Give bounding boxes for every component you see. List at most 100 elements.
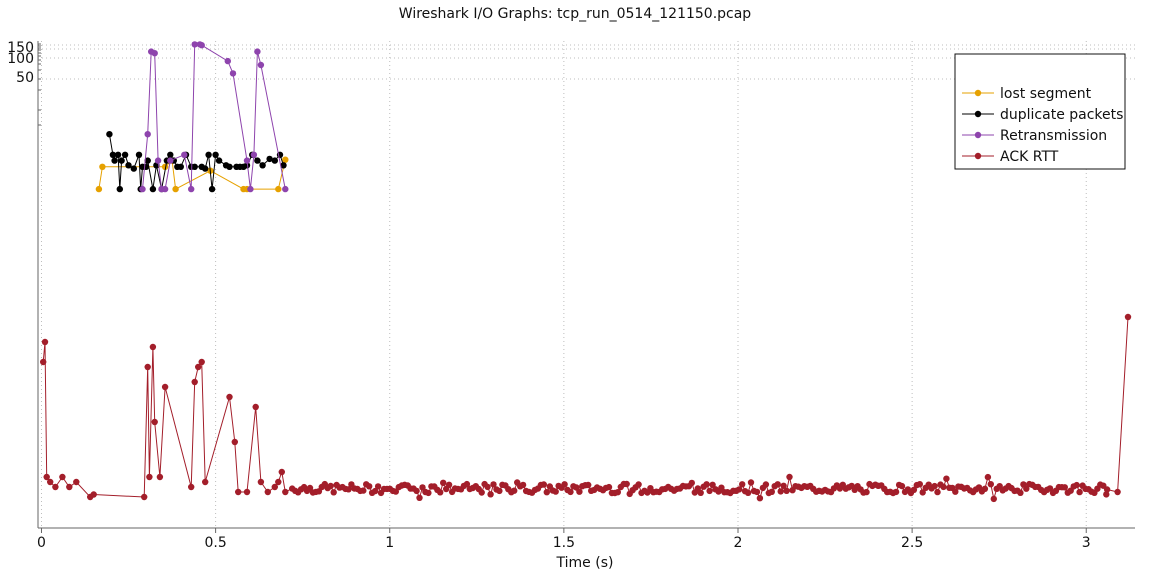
data-point	[1124, 313, 1132, 321]
data-point	[198, 358, 205, 366]
data-point	[280, 162, 287, 169]
data-point	[718, 484, 725, 491]
data-point	[783, 487, 790, 494]
data-point	[198, 42, 205, 49]
data-point	[371, 487, 379, 495]
data-point	[90, 491, 97, 498]
data-point	[478, 489, 485, 496]
data-point	[1103, 491, 1110, 498]
data-point	[229, 70, 237, 77]
data-point	[552, 488, 559, 495]
data-point	[59, 473, 66, 481]
data-point	[66, 483, 73, 491]
data-point	[41, 338, 49, 346]
legend-entry: lost segment	[1000, 86, 1092, 102]
chart-title: Wireshark I/O Graphs: tcp_run_0514_12115…	[399, 6, 752, 22]
data-point	[167, 157, 174, 164]
data-point	[205, 151, 212, 158]
data-point	[487, 491, 494, 498]
data-point	[987, 481, 994, 488]
data-point	[511, 487, 518, 494]
data-point	[144, 131, 151, 138]
data-point	[943, 475, 950, 482]
data-point	[413, 487, 420, 495]
data-point	[282, 156, 289, 163]
data-point	[275, 478, 282, 486]
data-point	[188, 185, 195, 193]
data-point	[40, 358, 47, 366]
data-point	[257, 61, 265, 69]
data-point	[747, 479, 755, 486]
data-point	[605, 483, 613, 491]
data-point	[931, 482, 938, 490]
data-point	[202, 165, 209, 172]
data-point	[275, 185, 282, 193]
data-point	[109, 151, 117, 158]
legend-swatch-marker	[974, 110, 982, 118]
data-point	[195, 363, 202, 371]
data-point	[111, 157, 118, 164]
data-point	[191, 378, 198, 386]
data-point	[445, 481, 453, 488]
data-point	[736, 486, 743, 493]
data-point	[139, 185, 146, 193]
data-point	[1103, 486, 1111, 493]
data-point	[254, 157, 261, 164]
data-point	[99, 163, 106, 170]
data-point	[919, 489, 926, 496]
data-point	[768, 488, 775, 495]
data-point	[188, 483, 195, 491]
data-point	[243, 488, 251, 496]
data-point	[1073, 481, 1080, 489]
data-point	[141, 493, 148, 501]
series-retransmission	[139, 41, 289, 193]
data-point	[73, 478, 80, 486]
legend-swatch-marker	[974, 89, 982, 97]
data-point	[146, 473, 153, 481]
legend-box	[954, 53, 1126, 170]
data-point	[756, 495, 764, 502]
data-point	[440, 479, 447, 486]
data-point	[282, 185, 289, 193]
y-tick-label: 150	[7, 40, 34, 56]
data-point	[703, 481, 710, 488]
data-point	[266, 155, 273, 163]
data-point	[490, 481, 497, 488]
data-point	[271, 483, 278, 491]
data-point	[576, 488, 583, 495]
data-point	[254, 48, 261, 55]
data-point	[392, 488, 399, 495]
legend-entry: duplicate packets	[1000, 107, 1123, 123]
data-point	[1061, 484, 1069, 491]
x-tick-label: 0.5	[204, 535, 226, 551]
data-point	[990, 495, 997, 503]
series-layer	[40, 41, 1132, 503]
data-point	[156, 473, 164, 481]
grid	[38, 41, 1135, 528]
data-point	[567, 488, 574, 496]
data-point	[149, 343, 157, 351]
data-point	[226, 163, 233, 170]
x-tick-label: 1	[385, 535, 394, 551]
data-point	[374, 483, 382, 490]
x-tick-label: 2	[734, 535, 743, 551]
x-tick-label: 1.5	[553, 535, 575, 551]
series-duplicate-packets	[106, 131, 287, 193]
data-point	[623, 480, 630, 488]
data-point	[264, 488, 271, 496]
x-axis-label: Time (s)	[556, 555, 614, 571]
x-tick-label: 0	[37, 535, 46, 551]
x-tick-label: 2.5	[901, 535, 923, 551]
legend-entry: ACK RTT	[1000, 149, 1059, 165]
data-point	[235, 488, 242, 496]
data-point	[118, 157, 125, 164]
data-point	[250, 151, 258, 158]
data-point	[688, 479, 695, 487]
data-point	[202, 478, 209, 486]
data-point	[437, 489, 444, 496]
data-point	[125, 162, 132, 169]
data-point	[161, 383, 169, 391]
data-point	[43, 473, 50, 481]
